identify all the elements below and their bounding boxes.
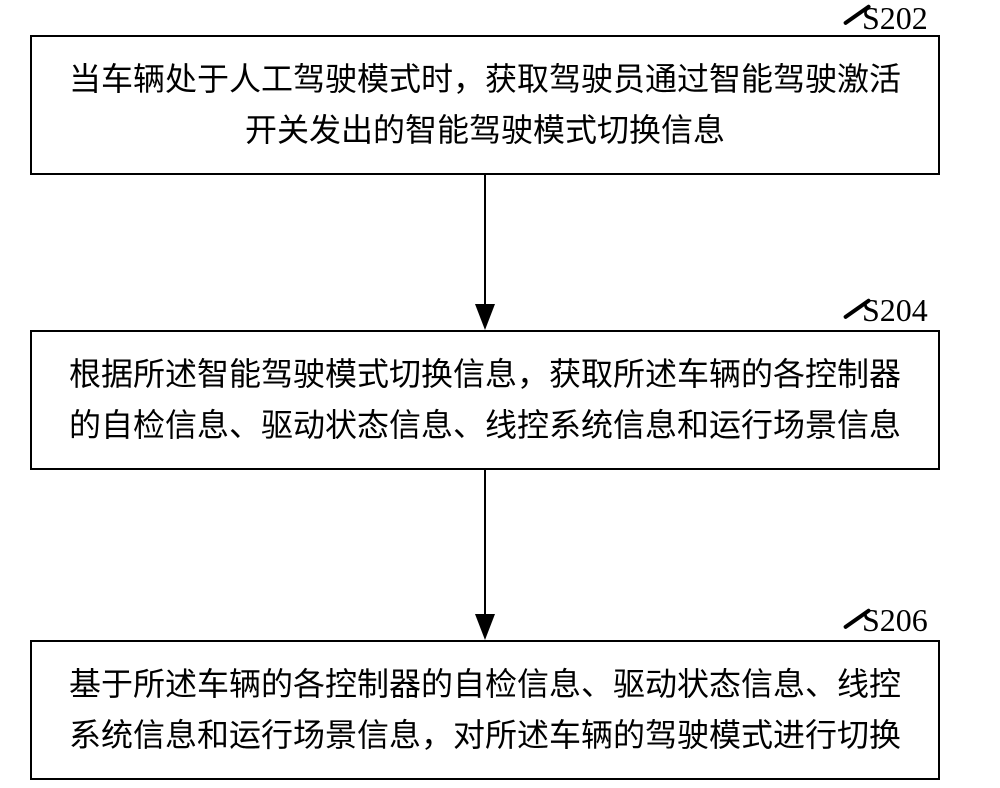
step-label-S202: S202 <box>862 0 928 37</box>
flow-arrow-2 <box>465 470 505 640</box>
flow-step-S206: 基于所述车辆的各控制器的自检信息、驱动状态信息、线控系统信息和运行场景信息，对所… <box>30 640 940 780</box>
step-label-S206: S206 <box>862 602 928 639</box>
flow-step-text: 当车辆处于人工驾驶模式时，获取驾驶员通过智能驾驶激活开关发出的智能驾驶模式切换信… <box>62 54 908 156</box>
flow-step-S202: 当车辆处于人工驾驶模式时，获取驾驶员通过智能驾驶激活开关发出的智能驾驶模式切换信… <box>30 35 940 175</box>
flow-arrow-1 <box>465 175 505 330</box>
flow-step-S204: 根据所述智能驾驶模式切换信息，获取所述车辆的各控制器的自检信息、驱动状态信息、线… <box>30 330 940 470</box>
step-label-S204: S204 <box>862 292 928 329</box>
flow-step-text: 基于所述车辆的各控制器的自检信息、驱动状态信息、线控系统信息和运行场景信息，对所… <box>62 659 908 761</box>
flowchart-stage: 当车辆处于人工驾驶模式时，获取驾驶员通过智能驾驶激活开关发出的智能驾驶模式切换信… <box>0 0 1000 788</box>
flow-step-text: 根据所述智能驾驶模式切换信息，获取所述车辆的各控制器的自检信息、驱动状态信息、线… <box>62 349 908 451</box>
